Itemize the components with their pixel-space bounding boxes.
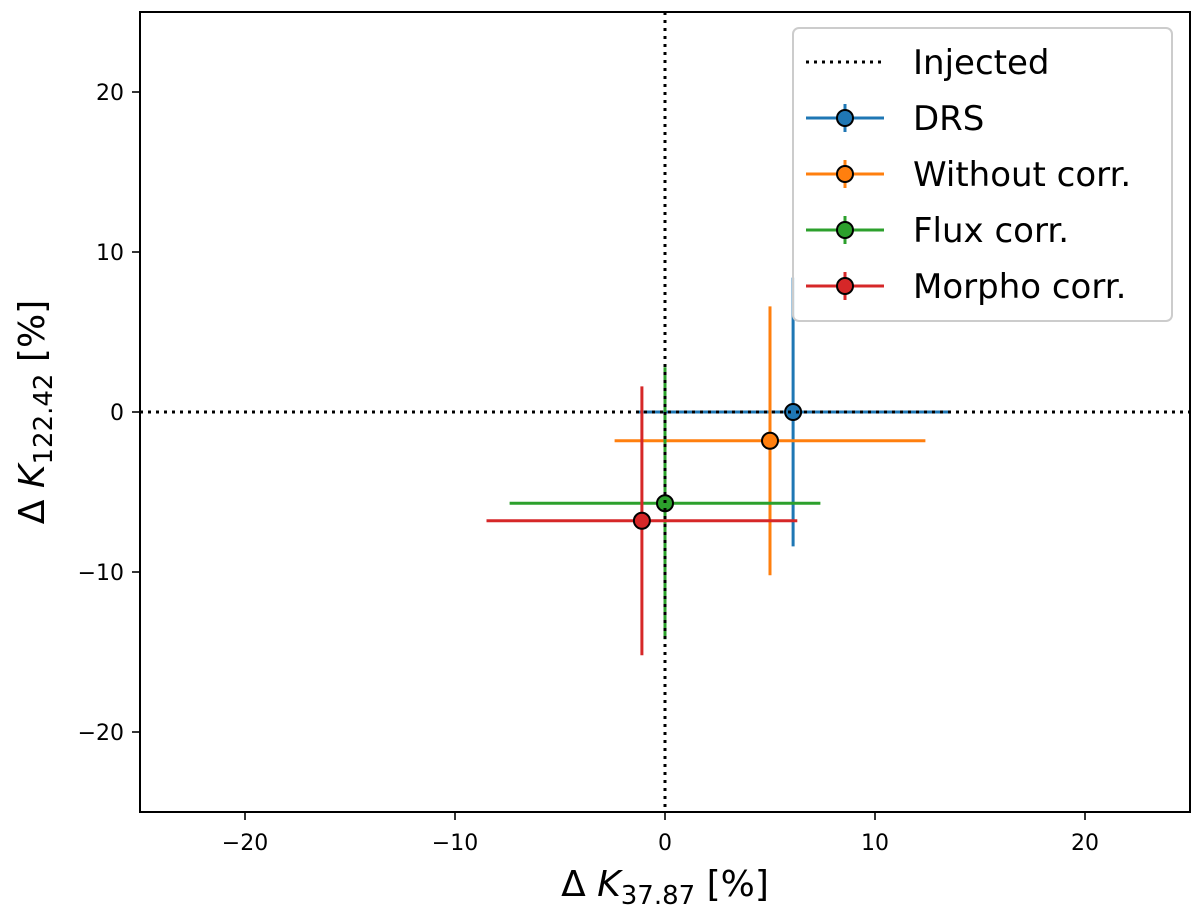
x-axis-label: Δ K37.87 [%]: [561, 864, 769, 911]
legend-marker-icon: [836, 109, 854, 127]
legend-frame: [792, 27, 1173, 322]
y-tick-label: 20: [96, 81, 124, 106]
y-axis-label: Δ K122.42 [%]: [12, 300, 59, 524]
legend-label: DRS: [913, 99, 984, 139]
data-point: [761, 431, 779, 450]
x-tick-label: −20: [222, 831, 268, 856]
data-point: [632, 511, 651, 530]
data-point: [784, 403, 803, 421]
y-tick-label: 0: [110, 401, 124, 426]
series-3: [486, 386, 798, 656]
y-tick-label: 10: [96, 241, 124, 266]
legend-item-2: Flux corr.: [806, 211, 1069, 251]
legend-item-0: DRS: [806, 99, 984, 139]
y-tick-label: −20: [78, 721, 124, 746]
x-tick-label: 10: [861, 831, 889, 856]
series-0: [637, 277, 949, 547]
x-tick-label: −10: [432, 831, 478, 856]
legend-label: Morpho corr.: [913, 267, 1126, 307]
y-tick-label: −10: [78, 561, 124, 586]
legend-label: Injected: [913, 43, 1049, 83]
series-1: [614, 306, 926, 576]
series-layer: [486, 277, 949, 656]
legend-marker-icon: [836, 221, 854, 239]
x-tick-label: 20: [1071, 831, 1099, 856]
legend-item-1: Without corr.: [806, 155, 1131, 195]
reference-lines: [140, 12, 1190, 812]
legend-item-injected: Injected: [806, 43, 1049, 83]
x-tick-label: 0: [658, 831, 672, 856]
legend-item-3: Morpho corr.: [806, 267, 1126, 307]
legend: Injected DRS Without corr. Flux corr. Morpho…: [792, 27, 1173, 322]
data-point: [656, 494, 674, 513]
axis-ticks: −20 −10 0 10 20 −20 −10 0 10 20: [78, 81, 1099, 856]
legend-marker-icon: [836, 277, 854, 295]
legend-label: Flux corr.: [913, 211, 1069, 251]
legend-label: Without corr.: [913, 155, 1131, 195]
legend-marker-icon: [836, 165, 854, 183]
